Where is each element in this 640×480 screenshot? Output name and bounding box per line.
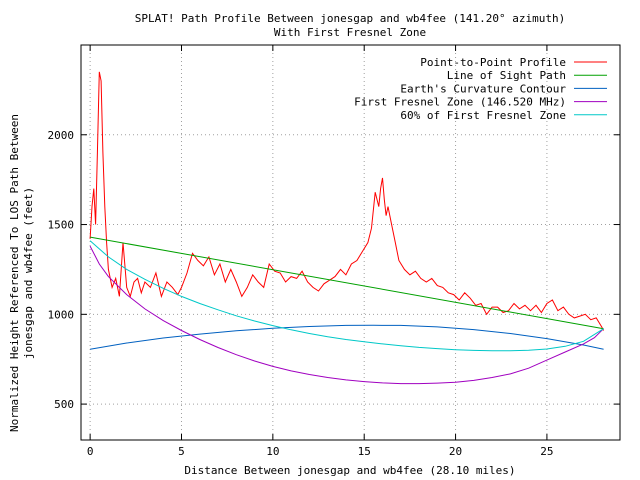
y-tick-label: 2000 [48, 129, 75, 142]
axes: 0 5 10 15 20 25 500 1000 1500 2000 [48, 44, 621, 458]
series-line-first-fresnel-zone-146-520-mhz [89, 245, 604, 385]
y-axis-label-line2: jonesgap and wb4fee (feet) [22, 187, 35, 359]
y-tick-label: 500 [54, 398, 74, 411]
series-line-line-of-sight-path [90, 236, 604, 330]
x-tick-label: 0 [87, 445, 94, 458]
chart-title-line2: With First Fresnel Zone [274, 26, 426, 39]
chart-title-line1: SPLAT! Path Profile Between jonesgap and… [135, 12, 565, 25]
x-tick-label: 20 [449, 445, 462, 458]
legend-label-60-of-first-fresnel-zone: 60% of First Fresnel Zone [400, 109, 566, 122]
series-line-60-of-first-fresnel-zone [89, 240, 604, 352]
x-tick-label: 25 [540, 445, 553, 458]
legend-label-point-to-point-profile: Point-to-Point Profile [420, 56, 566, 69]
x-tick-label: 15 [358, 445, 371, 458]
legend-label-first-fresnel-zone-146-520-mhz: First Fresnel Zone (146.520 MHz) [354, 96, 566, 109]
x-tick-label: 5 [178, 445, 185, 458]
y-tick-label: 1000 [48, 308, 75, 321]
series-line-earth-s-curvature-contour [90, 324, 604, 350]
legend-label-earth-s-curvature-contour: Earth's Curvature Contour [400, 82, 566, 95]
x-axis-label: Distance Between jonesgap and wb4fee (28… [184, 464, 515, 477]
y-axis-label-line1: Normalized Height Referenced To LOS Path… [8, 114, 21, 432]
y-tick-label: 1500 [48, 219, 75, 232]
legend-label-line-of-sight-path: Line of Sight Path [447, 69, 566, 82]
plot-frame [80, 44, 621, 441]
x-tick-label: 10 [266, 445, 279, 458]
series-lines [89, 71, 605, 385]
